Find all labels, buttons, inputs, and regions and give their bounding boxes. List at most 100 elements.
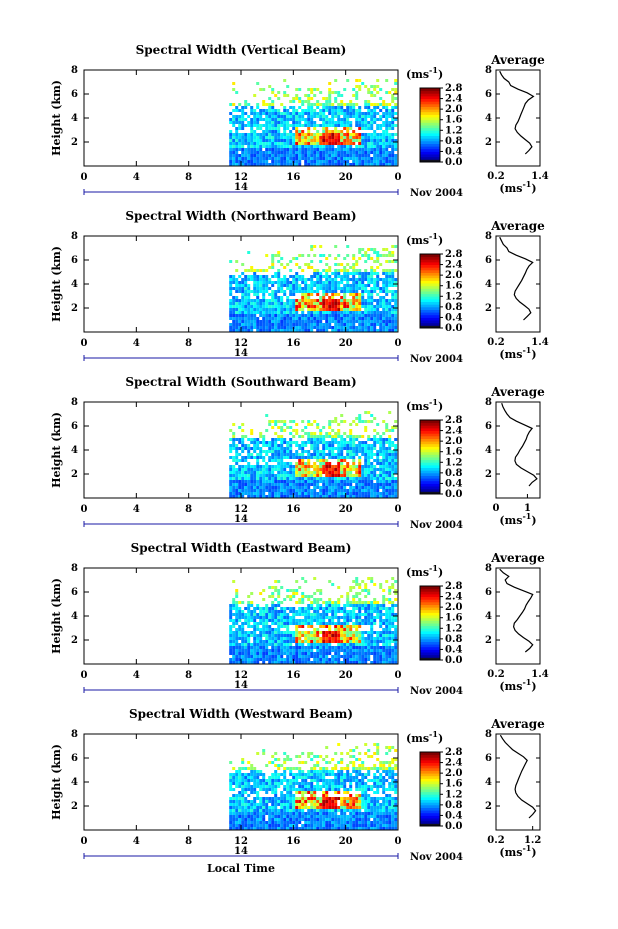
heatmap-cell [277, 601, 281, 604]
heatmap-cell [364, 658, 368, 661]
heatmap-cell [298, 489, 302, 492]
heatmap-cell [232, 118, 236, 121]
heatmap-cell [274, 649, 278, 652]
heatmap-cell [370, 151, 374, 154]
heatmap-cell [325, 311, 329, 314]
heatmap-cell [385, 103, 389, 106]
heatmap-cell [352, 480, 356, 483]
heatmap-cell [229, 818, 233, 821]
heatmap-cell [340, 320, 344, 323]
heatmap-cell [283, 471, 287, 474]
heatmap-cell [268, 447, 272, 450]
heatmap-cell [304, 444, 308, 447]
heatmap-cell [262, 296, 266, 299]
heatmap-cell [325, 317, 329, 320]
heatmap-cell [340, 456, 344, 459]
heatmap-cell [343, 658, 347, 661]
heatmap-cell [262, 474, 266, 477]
heatmap-cell [277, 447, 281, 450]
heatmap-cell [280, 441, 284, 444]
heatmap-cell [355, 577, 359, 580]
heatmap-cell [238, 619, 242, 622]
heatmap-cell [373, 115, 377, 118]
heatmap-cell [286, 471, 290, 474]
heatmap-cell [241, 296, 245, 299]
heatmap-cell [232, 148, 236, 151]
heatmap-cell [322, 269, 326, 272]
heatmap-cell [355, 103, 359, 106]
heatmap-cell [355, 658, 359, 661]
heatmap-cell [331, 320, 335, 323]
heatmap-cell [253, 492, 257, 495]
heatmap-cell [271, 447, 275, 450]
heatmap-cell [313, 420, 317, 423]
heatmap-cell [256, 495, 260, 498]
heatmap-cell [316, 323, 320, 326]
x-tick-label: 16 [286, 172, 300, 183]
heatmap-cell [244, 643, 248, 646]
heatmap-cell [229, 607, 233, 610]
heatmap-cell [232, 320, 236, 323]
heatmap-cell [229, 637, 233, 640]
heatmap-cell [352, 616, 356, 619]
heatmap-cell [370, 314, 374, 317]
heatmap-cell [349, 302, 353, 305]
heatmap-cell [343, 631, 347, 634]
heatmap-cell [325, 103, 329, 106]
heatmap-cell [352, 320, 356, 323]
heatmap-cell [370, 619, 374, 622]
heatmap-cell [256, 634, 260, 637]
heatmap-cell [346, 133, 350, 136]
heatmap-cell [325, 148, 329, 151]
heatmap-cell [382, 607, 386, 610]
heatmap-cell [310, 616, 314, 619]
heatmap-cell [361, 287, 365, 290]
heatmap-cell [232, 634, 236, 637]
heatmap-cell [340, 643, 344, 646]
heatmap-cell [316, 284, 320, 287]
heatmap-cell [334, 640, 338, 643]
heatmap-cell [256, 468, 260, 471]
heatmap-cell [379, 157, 383, 160]
heatmap-cell [373, 278, 377, 281]
heatmap-cell [268, 329, 272, 332]
heatmap-cell [235, 160, 239, 163]
heatmap-cell [367, 634, 371, 637]
heatmap-cell [241, 622, 245, 625]
heatmap-cell [268, 163, 272, 166]
heatmap-cell [241, 631, 245, 634]
heatmap-cell [349, 124, 353, 127]
heatmap-cell [250, 429, 254, 432]
colorbar-tick-label: 0.8 [445, 136, 462, 147]
heatmap-cell [229, 785, 233, 788]
heatmap-cell [241, 281, 245, 284]
heatmap-cell [316, 151, 320, 154]
heatmap-cell [328, 317, 332, 320]
colorbar-step [420, 599, 440, 603]
heatmap-cell [382, 438, 386, 441]
heatmap-cell [337, 112, 341, 115]
colorbar-tick-label: 0.4 [445, 146, 462, 157]
heatmap-cell [328, 616, 332, 619]
heatmap-cell [310, 320, 314, 323]
heatmap-cell [235, 655, 239, 658]
heatmap-cell [334, 245, 338, 248]
heatmap-cell [232, 607, 236, 610]
heatmap-cell [334, 130, 338, 133]
heatmap-cell [235, 317, 239, 320]
heatmap-cell [304, 426, 308, 429]
heatmap-cell [352, 610, 356, 613]
heatmap-cell [256, 323, 260, 326]
heatmap-cell [373, 112, 377, 115]
heatmap-cell [385, 468, 389, 471]
heatmap-cell [373, 604, 377, 607]
heatmap-cell [367, 610, 371, 613]
heatmap-cell [232, 661, 236, 664]
heatmap-cell [274, 121, 278, 124]
heatmap-cell [385, 462, 389, 465]
heatmap-cell [388, 329, 392, 332]
heatmap-cell [277, 613, 281, 616]
heatmap-cell [268, 655, 272, 658]
heatmap-cell [370, 145, 374, 148]
heatmap-cell [352, 435, 356, 438]
